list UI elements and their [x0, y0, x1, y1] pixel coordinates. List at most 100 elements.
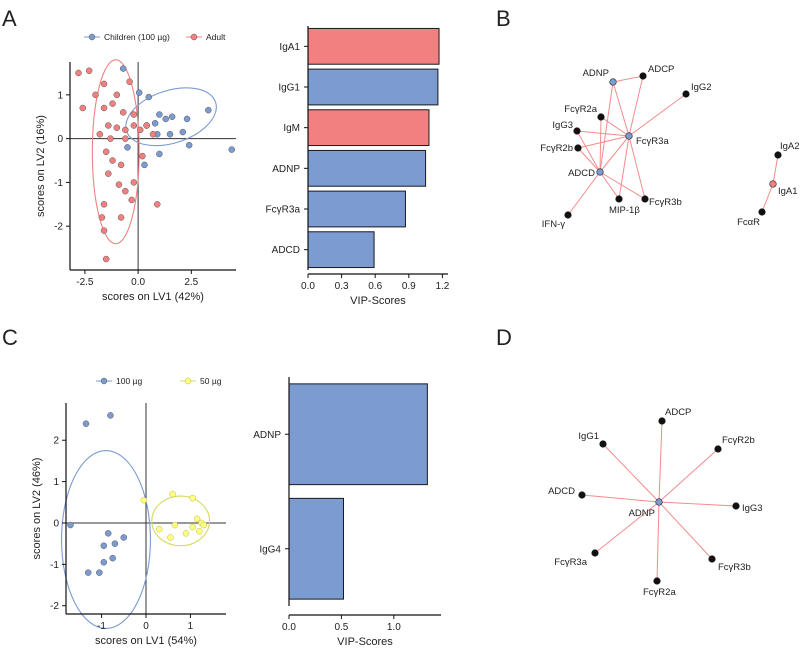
- x-tick-label: 0.6: [368, 281, 382, 292]
- data-point: [182, 530, 190, 537]
- network-edge: [567, 171, 601, 216]
- category-label: IgM: [283, 123, 300, 134]
- data-point: [145, 93, 152, 101]
- network-edge: [656, 501, 660, 582]
- network-edge: [658, 501, 737, 507]
- data-point: [109, 157, 116, 164]
- data-point: [119, 65, 127, 72]
- data-point: [79, 104, 87, 112]
- panel-d-network: ADNP ADCP IgG1 FcγR2b ADCD IgG3 FcγR3a FcγR3b Fc…: [548, 407, 763, 598]
- panel-a-scores-plot: -2.5 0.0 2.5 1 0 -1 -2 scores on LV1 (42%) score…: [35, 32, 236, 303]
- network-node: [596, 168, 604, 176]
- data-point: [105, 170, 112, 177]
- data-point: [122, 135, 129, 142]
- network-node: [564, 211, 572, 219]
- network-node-label: IgA2: [780, 141, 800, 152]
- network-node: [708, 555, 716, 563]
- y-tick-label: -2: [50, 601, 59, 612]
- network-node-label: IgG1: [578, 431, 599, 442]
- network-node: [658, 417, 666, 425]
- category-label: ADNP: [253, 430, 281, 441]
- network-edge: [612, 81, 630, 137]
- network-node-label: IgA1: [778, 186, 798, 197]
- data-point: [167, 534, 174, 541]
- network-edge: [594, 501, 660, 554]
- network-edge: [599, 135, 630, 173]
- x-tick-label: 0.0: [131, 277, 145, 288]
- bar: [307, 190, 406, 228]
- data-point: [154, 201, 161, 208]
- network-node-label: IgG2: [691, 82, 712, 93]
- panel-label-c: C: [2, 325, 18, 350]
- panel-c-scores-plot: -1 0 1 2 1 0 -1 -2 scores on LV1 (54%) scores on …: [31, 376, 226, 647]
- data-point: [119, 109, 127, 116]
- x-axis-label: scores on LV1 (54%): [95, 635, 197, 647]
- bar: [288, 383, 428, 486]
- network-node: [758, 208, 766, 216]
- data-point: [162, 115, 170, 123]
- legend-marker: [88, 33, 96, 41]
- data-point: [124, 144, 131, 151]
- x-tick-label: 0.3: [335, 281, 349, 292]
- data-point: [107, 412, 114, 419]
- y-tick-label: -2: [54, 222, 63, 233]
- data-point: [141, 161, 148, 169]
- legend-label: Children (100 µg): [104, 32, 170, 42]
- panel-label-d: D: [496, 325, 512, 350]
- y-axis-label: scores on LV2 (16%): [35, 115, 47, 217]
- data-point: [67, 521, 74, 529]
- x-tick-label: 0: [143, 621, 149, 632]
- data-point: [205, 106, 212, 114]
- network-node: [774, 151, 782, 159]
- data-point: [120, 534, 128, 541]
- x-tick-label: 1.0: [387, 622, 401, 633]
- confidence-ellipse: [91, 59, 140, 245]
- network-edge: [658, 420, 663, 503]
- x-tick-label: 0.5: [334, 622, 348, 633]
- data-point: [100, 559, 108, 566]
- data-point: [200, 521, 208, 529]
- data-point: [185, 141, 193, 149]
- data-point: [156, 150, 163, 158]
- network-edge: [600, 116, 630, 137]
- data-point: [135, 89, 143, 96]
- x-axis-label: VIP-Scores: [337, 636, 393, 648]
- network-node-label: FcγR2a: [564, 104, 597, 115]
- data-point: [169, 490, 176, 498]
- data-point: [139, 152, 146, 160]
- network-node: [578, 491, 586, 499]
- bar: [307, 231, 375, 269]
- data-point: [98, 214, 106, 221]
- category-label: ADNP: [272, 164, 300, 175]
- y-tick-label: -1: [54, 178, 63, 189]
- x-tick-label: -1: [97, 621, 106, 632]
- network-edge: [761, 183, 774, 213]
- network-edge: [612, 75, 644, 83]
- data-point: [122, 187, 129, 195]
- data-point: [100, 104, 108, 112]
- network-edge: [628, 135, 646, 200]
- data-point: [100, 201, 108, 208]
- y-tick-label: 1: [57, 90, 63, 101]
- network-node-label: FcγR3a: [636, 136, 669, 147]
- data-point: [92, 91, 99, 99]
- data-point: [196, 528, 203, 535]
- network-node-label: FcγR3b: [718, 562, 751, 573]
- network-edge: [577, 135, 630, 149]
- category-label: ADCD: [272, 245, 300, 256]
- network-edge: [599, 116, 602, 173]
- legend-label: 100 µg: [116, 376, 142, 386]
- network-node: [639, 72, 647, 80]
- x-tick-label: 0.9: [402, 281, 416, 292]
- network-node: [769, 180, 777, 188]
- network-node: [714, 445, 722, 453]
- bar: [307, 27, 440, 65]
- x-tick-label: -2.5: [76, 277, 94, 288]
- data-point: [130, 179, 138, 186]
- data-point: [117, 214, 125, 221]
- data-point: [122, 126, 129, 134]
- network-node-label: ADCD: [548, 486, 575, 497]
- y-axis-label: scores on LV2 (46%): [31, 458, 43, 560]
- network-edge: [602, 443, 660, 503]
